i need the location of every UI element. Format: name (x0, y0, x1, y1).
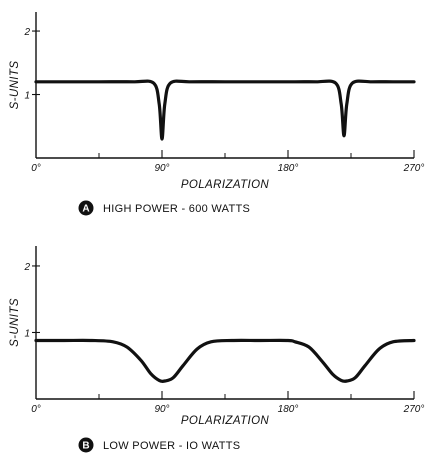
y-tick-label: 1 (24, 91, 30, 102)
x-tick-label: 0° (31, 163, 41, 174)
panel-caption: HIGH POWER - 600 WATTS (103, 203, 250, 215)
series-line (34, 79, 416, 141)
x-tick-label: 180° (278, 163, 299, 174)
x-axis-title: POLARIZATION (181, 415, 270, 427)
panel-badge-letter: A (82, 204, 89, 215)
y-tick-label: 1 (24, 328, 30, 339)
y-axis-title: S-UNITS (9, 298, 21, 347)
x-tick-label: 270° (403, 163, 425, 174)
x-tick-label: 0° (31, 404, 41, 415)
panel-caption: LOW POWER - IO WATTS (103, 440, 240, 452)
panel-badge (78, 437, 94, 453)
y-tick-label: 2 (23, 27, 30, 38)
x-tick-label: 180° (278, 404, 299, 415)
x-axis-title: POLARIZATION (181, 179, 270, 191)
panel-badge-letter: B (82, 441, 89, 452)
panel-b: 0° 90° 180° 270° 1 2 S-UNITS POLARIZATION B LOW P… (9, 246, 424, 453)
y-axis-title: S-UNITS (9, 61, 21, 110)
panel-a: 0° 90° 180° 270° 1 2 S-UNITS POLARIZATION A HIGH … (9, 12, 424, 216)
panel-badge (78, 200, 94, 216)
x-tick-label: 90° (154, 163, 169, 174)
series-line (34, 338, 416, 383)
x-tick-label: 270° (403, 404, 425, 415)
y-tick-label: 2 (23, 262, 30, 273)
x-tick-label: 90° (154, 404, 169, 415)
